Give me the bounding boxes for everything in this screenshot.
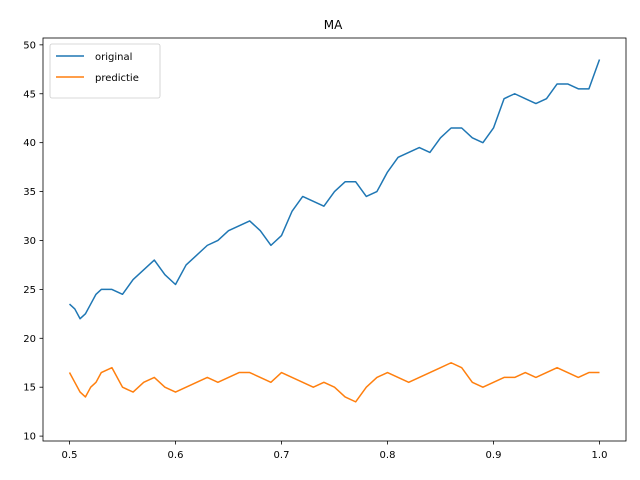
y-axis: 10 15 20 25 30 35 40 45 50 (23, 40, 43, 443)
axes-frame (42, 37, 627, 442)
x-tick-label: 0.9 (486, 450, 502, 461)
legend-label-original: original (95, 52, 132, 63)
y-tick-label: 50 (23, 40, 36, 51)
series-line-original (68, 59, 601, 320)
series-line-predictie (68, 362, 600, 403)
x-tick-label: 1.0 (592, 450, 608, 461)
x-tick-label: 0.8 (380, 450, 396, 461)
x-tick-label: 0.6 (168, 450, 184, 461)
y-tick-label: 10 (23, 432, 36, 443)
y-tick-label: 15 (23, 383, 36, 394)
x-tick-label: 0.7 (274, 450, 290, 461)
y-tick-label: 35 (23, 187, 36, 198)
y-tick-label: 45 (23, 89, 36, 100)
legend-label-predictie: predictie (95, 73, 139, 84)
x-axis: 0.5 0.6 0.7 0.8 0.9 1.0 (62, 441, 608, 461)
y-tick-label: 30 (23, 236, 36, 247)
legend: original predictie (49, 43, 161, 99)
plot-area (68, 59, 601, 403)
y-tick-label: 20 (23, 334, 36, 345)
legend-box (49, 43, 161, 99)
y-tick-label: 40 (23, 138, 36, 149)
x-tick-label: 0.5 (62, 450, 78, 461)
chart-title: MA (324, 18, 343, 32)
y-tick-label: 25 (23, 285, 36, 296)
